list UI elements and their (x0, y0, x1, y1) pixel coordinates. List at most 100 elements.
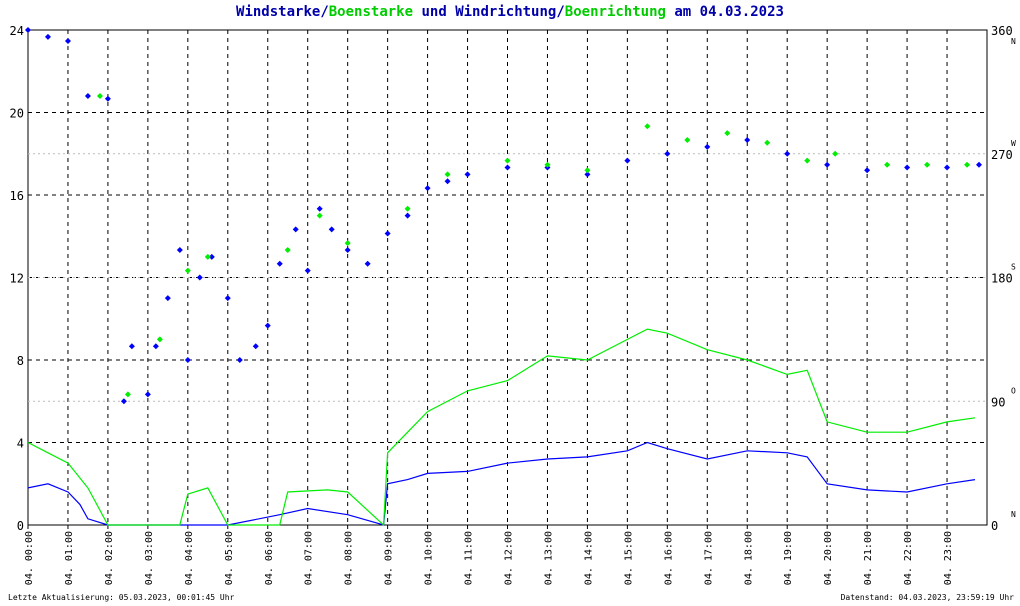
x-tick-label: 04. 07:00 (304, 531, 315, 585)
y-right-tick-label: 90 (991, 395, 1005, 409)
title-part1: Windstarke (236, 4, 321, 20)
x-tick-label: 04. 22:00 (903, 531, 914, 585)
data-point (744, 137, 751, 143)
x-tick-label: 04. 18:00 (743, 531, 754, 585)
data-point (128, 343, 135, 350)
data-point (25, 27, 31, 33)
x-tick-label: 04. 02:00 (104, 531, 115, 585)
chart-title: Windstarke/Boenstarke und Windrichtung/B… (0, 4, 1020, 20)
x-tick-label: 04. 16:00 (663, 531, 674, 585)
data-point (96, 93, 103, 99)
data-point (292, 226, 299, 233)
x-tick-label: 04. 13:00 (543, 531, 554, 585)
data-point (276, 260, 283, 267)
x-tick-label: 04. 10:00 (424, 531, 435, 585)
data-point (384, 230, 391, 237)
data-point (804, 157, 811, 164)
x-tick-label: 04. 15:00 (623, 531, 634, 585)
data-point (124, 391, 131, 398)
data-point (64, 38, 71, 44)
data-point (284, 247, 291, 253)
footer-data-state: Datenstand: 04.03.2023, 23:59:19 Uhr (840, 593, 1014, 602)
y-left-tick-label: 0 (17, 519, 24, 533)
data-point (184, 267, 191, 274)
y-left-tick-label: 8 (17, 354, 24, 368)
title-tail: am 04.03.2023 (665, 4, 784, 20)
data-point (832, 150, 839, 157)
x-tick-label: 04. 20:00 (823, 531, 834, 585)
data-point (236, 357, 243, 363)
data-point (304, 267, 311, 274)
title-mid: und (413, 4, 456, 20)
x-tick-label: 04. 09:00 (384, 531, 395, 585)
data-point (152, 343, 159, 350)
x-tick-label: 04. 01:00 (64, 531, 75, 585)
y-left-tick-label: 4 (17, 437, 24, 451)
data-point (44, 33, 51, 40)
data-point (444, 178, 451, 185)
x-tick-label: 04. 06:00 (264, 531, 275, 585)
data-point (344, 240, 351, 247)
data-point (316, 205, 323, 212)
data-point (196, 274, 203, 281)
y-left-tick-label: 12 (10, 272, 24, 286)
x-tick-label: 04. 19:00 (783, 531, 794, 585)
title-part2: Boenstarke (328, 4, 414, 20)
y-left-tick-label: 24 (10, 24, 24, 38)
y-left-tick-label: 20 (10, 107, 24, 121)
data-point (156, 336, 163, 343)
data-point (976, 161, 983, 168)
x-tick-label: 04. 21:00 (863, 531, 874, 585)
series-windstarke (27, 441, 976, 526)
data-point (364, 260, 371, 267)
data-point (944, 164, 951, 171)
data-point (404, 205, 411, 212)
y-left-tick-label: 16 (10, 189, 24, 203)
x-tick-label: 04. 00:00 (24, 531, 35, 585)
data-point (252, 343, 259, 350)
data-point (764, 139, 771, 146)
data-point (328, 226, 335, 233)
data-point (684, 137, 691, 143)
data-point (344, 247, 351, 253)
x-tick-label: 04. 12:00 (504, 531, 515, 585)
x-tick-label: 04. 04:00 (184, 531, 195, 585)
series-boenrichtung (96, 93, 971, 398)
data-point (176, 247, 183, 253)
data-point (204, 253, 211, 260)
data-point (144, 391, 151, 398)
series-line (27, 441, 976, 526)
data-point (224, 295, 231, 302)
data-point (184, 357, 191, 363)
data-point (464, 171, 471, 178)
data-point (208, 253, 215, 260)
x-tick-label: 04. 08:00 (344, 531, 355, 585)
data-point (584, 167, 591, 174)
series-line (27, 328, 976, 527)
data-point (544, 161, 551, 168)
compass-label: S (1011, 263, 1016, 272)
data-point (824, 161, 831, 168)
data-point (504, 157, 511, 164)
data-point (724, 130, 731, 137)
y-right-tick-label: 270 (991, 148, 1013, 162)
x-tick-label: 04. 14:00 (583, 531, 594, 585)
compass-label: W (1011, 139, 1016, 148)
data-point (624, 157, 631, 164)
y-right-tick-label: 0 (991, 519, 998, 533)
footer-last-update: Letzte Aktualisierung: 05.03.2023, 00:01… (8, 593, 235, 602)
title-part4: Boenrichtung (564, 4, 666, 20)
series-windrichtung (25, 27, 983, 405)
data-point (316, 212, 323, 219)
data-point (264, 322, 271, 329)
x-tick-label: 04. 03:00 (144, 531, 155, 585)
title-sep1: / (320, 4, 329, 20)
data-point (964, 161, 971, 168)
data-point (904, 164, 911, 171)
data-point (664, 150, 671, 157)
data-point (164, 295, 171, 302)
data-point (924, 161, 931, 168)
data-point (704, 143, 711, 150)
title-part3: Windrichtung (455, 4, 557, 20)
data-point (584, 171, 591, 178)
